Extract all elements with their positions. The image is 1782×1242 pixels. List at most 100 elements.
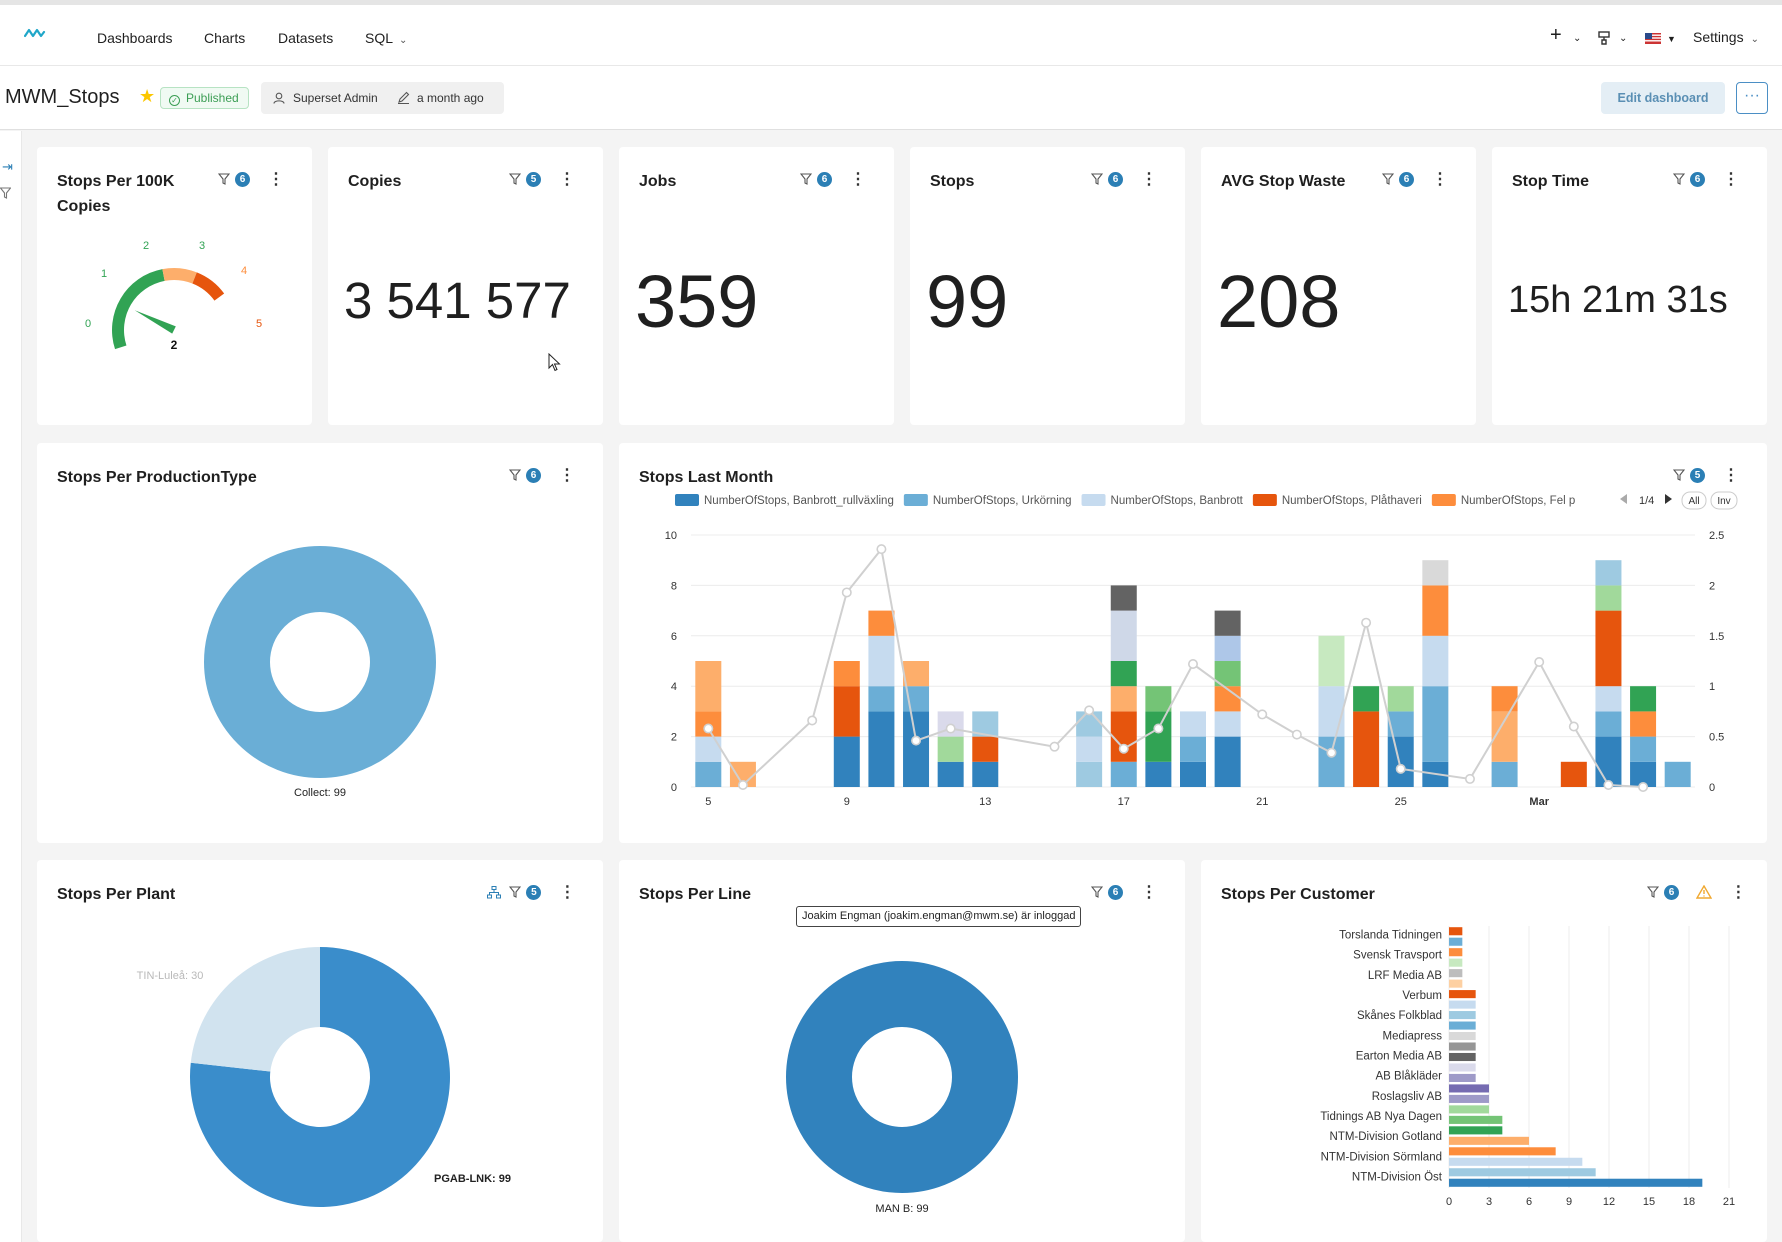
line-point (1395, 763, 1406, 774)
card-controls: 5 ⋮ (509, 169, 575, 189)
hierarchy-icon[interactable] (487, 885, 501, 899)
card-title: Jobs (639, 173, 677, 190)
filter-count-badge[interactable]: 6 (1108, 171, 1123, 187)
filter-icon[interactable] (1673, 469, 1685, 481)
filter-icon[interactable] (1647, 886, 1659, 898)
pie-label: PGAB-LNK: 99 (434, 1173, 511, 1185)
filter-count-badge[interactable]: 5 (1690, 467, 1705, 483)
line-point (1568, 721, 1579, 732)
bar-segment (1595, 610, 1622, 687)
bar-segment (1214, 736, 1241, 787)
bar-segment (1595, 711, 1622, 737)
filter-count-badge[interactable]: 6 (1664, 884, 1679, 900)
filter-sidebar: ⇥ (0, 131, 22, 1242)
filter-icon[interactable] (509, 886, 522, 898)
gauge-tick-label: 3 (199, 240, 205, 252)
bar-segment (1180, 711, 1206, 737)
filter-count-badge[interactable]: 6 (1399, 171, 1414, 187)
card-title: Stops Per 100K Copies (57, 169, 174, 219)
expand-sidebar-icon[interactable]: ⇥ (2, 159, 13, 174)
filter-icon[interactable] (1091, 886, 1103, 898)
us-flag-icon[interactable] (1645, 33, 1661, 44)
bar (1449, 1021, 1476, 1030)
line-point (807, 715, 818, 726)
filter-count-badge[interactable]: 6 (1108, 884, 1123, 900)
filter-icon[interactable] (509, 469, 521, 481)
x-tick-label: 0 (1446, 1196, 1452, 1208)
card-menu-icon[interactable]: ⋮ (268, 171, 284, 188)
category-label: Svensk Travsport (1353, 950, 1443, 962)
filter-count-badge[interactable]: 6 (235, 171, 250, 187)
card-title: Stops Last Month (639, 469, 774, 486)
favorite-star-icon[interactable]: ★ (139, 86, 156, 106)
filter-icon[interactable] (0, 187, 11, 199)
card-title: Stops Per Plant (57, 886, 176, 903)
card-title-line1: Stops Per 100K (57, 173, 175, 190)
paint-icon[interactable] (1597, 31, 1611, 45)
bar-segment (1110, 610, 1137, 661)
bar-segment (972, 736, 999, 762)
card-stops-per-line: Stops Per Line 6 ⋮ MAN B: 99 (619, 860, 1185, 1242)
card-menu-icon[interactable]: ⋮ (1141, 884, 1157, 901)
more-options-button[interactable]: ··· (1736, 82, 1768, 114)
settings-menu[interactable]: Settings ⌄ (1693, 29, 1759, 45)
card-menu-icon[interactable]: ⋮ (559, 171, 575, 188)
owner-label: Superset Admin (293, 91, 378, 105)
filter-count-badge[interactable]: 5 (526, 884, 542, 900)
card-menu-icon[interactable]: ⋮ (1432, 171, 1448, 188)
bar-segment (1076, 761, 1103, 787)
nav-sql[interactable]: SQL ⌄ (365, 30, 407, 46)
bar-segment (1595, 736, 1622, 787)
nav-datasets[interactable]: Datasets (278, 30, 334, 46)
card-title: Stops Per Customer (1221, 886, 1375, 903)
bar-segment (1422, 635, 1449, 687)
bar-segment (833, 736, 860, 787)
card-menu-icon[interactable]: ⋮ (1723, 171, 1739, 188)
warning-icon[interactable] (1696, 884, 1713, 899)
filter-icon[interactable] (218, 173, 230, 185)
line-point (703, 723, 714, 734)
nav-dashboards[interactable]: Dashboards (97, 30, 173, 46)
card-menu-icon[interactable]: ⋮ (1723, 467, 1739, 484)
x-tick-label: 9 (1566, 1196, 1572, 1208)
filter-icon[interactable] (1673, 173, 1685, 185)
bar (1449, 1178, 1703, 1187)
card-menu-icon[interactable]: ⋮ (850, 171, 866, 188)
legend-all-label: All (1688, 496, 1699, 507)
card-menu-icon[interactable]: ⋮ (559, 884, 576, 901)
chevron-down-icon: ⌄ (1573, 33, 1582, 44)
bar-segment (1387, 686, 1414, 712)
filter-icon[interactable] (1091, 173, 1103, 185)
card-controls: 5 ⋮ (487, 882, 575, 902)
edit-dashboard-button[interactable]: Edit dashboard (1601, 82, 1725, 114)
pie-label: TIN-Luleå: 30 (137, 970, 204, 982)
filter-icon[interactable] (1382, 173, 1394, 185)
card-menu-icon[interactable]: ⋮ (1730, 884, 1747, 901)
dashboard-title[interactable]: MWM_Stops (5, 86, 120, 108)
filter-count-badge[interactable]: 6 (1690, 171, 1705, 187)
nav-charts[interactable]: Charts (204, 30, 246, 46)
filter-count-badge[interactable]: 6 (526, 467, 541, 483)
bar-segment (1214, 635, 1241, 661)
filter-icon[interactable] (509, 173, 521, 185)
card-menu-icon[interactable]: ⋮ (1141, 171, 1157, 188)
plus-icon[interactable]: + (1550, 24, 1562, 46)
last-modified: a month ago (397, 82, 484, 114)
y2-tick-label: 0.5 (1709, 732, 1724, 744)
superset-logo[interactable] (24, 27, 46, 39)
owner: Superset Admin (273, 82, 378, 114)
bar-segment (868, 610, 895, 636)
x-tick-label: 25 (1395, 796, 1407, 808)
published-label: Published (186, 91, 239, 105)
filter-icon[interactable] (800, 173, 812, 185)
bar (1449, 948, 1463, 957)
published-badge[interactable]: ✓ Published (160, 87, 249, 109)
card-menu-icon[interactable]: ⋮ (559, 467, 575, 484)
check-circle-icon: ✓ (169, 95, 180, 106)
top-navbar: Dashboards Charts Datasets SQL ⌄ + ⌄ ⌄ ▼ … (0, 0, 1782, 66)
filter-count-badge[interactable]: 5 (526, 171, 541, 187)
x-tick-label: 21 (1256, 796, 1268, 808)
filter-count-badge[interactable]: 6 (817, 171, 832, 187)
x-tick-label: 12 (1603, 1196, 1615, 1208)
pie-label: MAN B: 99 (875, 1203, 928, 1215)
